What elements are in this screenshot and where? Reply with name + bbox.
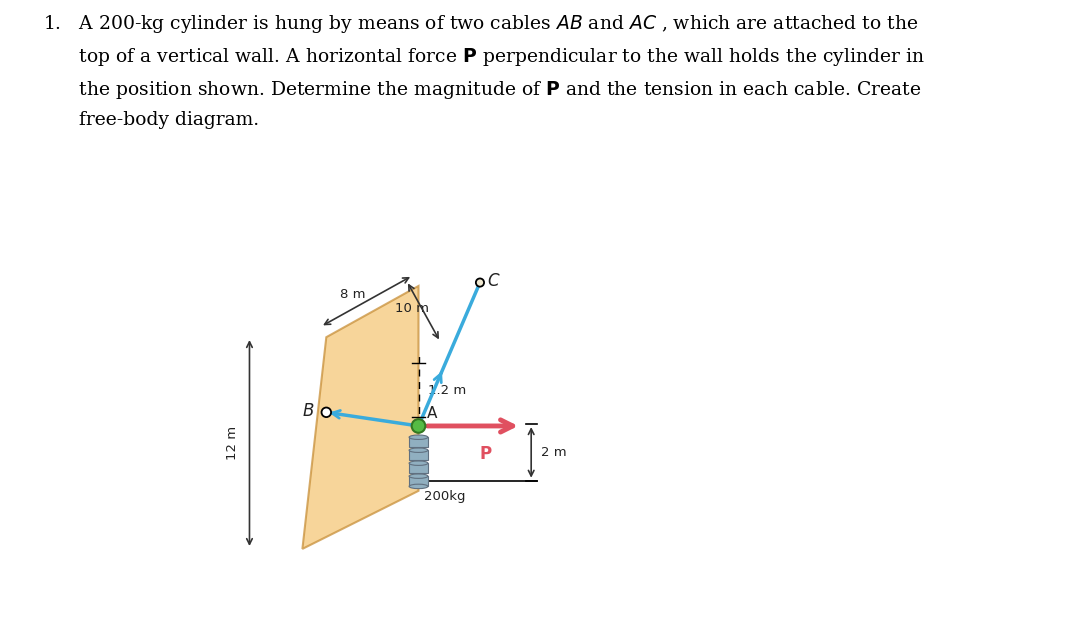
Circle shape: [322, 408, 332, 417]
Bar: [409, 476, 428, 486]
Text: 200kg: 200kg: [423, 490, 465, 503]
Text: B: B: [303, 402, 314, 419]
Circle shape: [411, 419, 426, 433]
Bar: [409, 463, 428, 473]
Ellipse shape: [409, 484, 428, 489]
Text: P: P: [480, 444, 492, 463]
Bar: [409, 450, 428, 461]
Ellipse shape: [409, 435, 428, 439]
Ellipse shape: [409, 448, 428, 453]
Text: 1.   A 200-kg cylinder is hung by means of two cables $AB$ and $AC$ , which are : 1. A 200-kg cylinder is hung by means of…: [43, 13, 926, 129]
Circle shape: [476, 279, 484, 287]
Ellipse shape: [409, 474, 428, 478]
Text: 10 m: 10 m: [394, 302, 429, 314]
Text: A: A: [427, 406, 437, 421]
Ellipse shape: [409, 461, 428, 465]
Text: 12 m: 12 m: [226, 426, 239, 460]
Polygon shape: [302, 286, 419, 549]
Text: 8 m: 8 m: [340, 289, 366, 301]
Text: 1.2 m: 1.2 m: [428, 384, 467, 397]
Text: 2 m: 2 m: [541, 446, 566, 459]
Text: C: C: [487, 272, 499, 290]
Bar: [409, 437, 428, 448]
